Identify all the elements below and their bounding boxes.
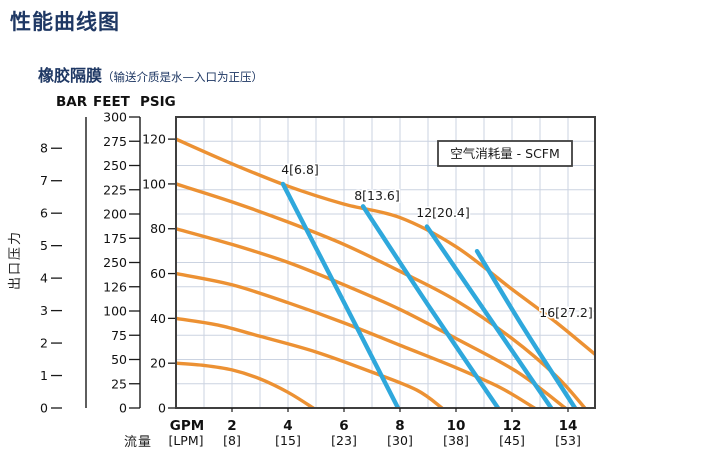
- svg-text:5: 5: [40, 238, 48, 253]
- air-line-4-scfm: [280, 181, 401, 408]
- chart-subtitle: 橡胶隔膜（输送介质是水—入口为正压）: [38, 62, 263, 86]
- svg-text:0: 0: [119, 401, 127, 416]
- svg-text:40: 40: [150, 311, 166, 326]
- svg-text:300: 300: [103, 110, 127, 125]
- legend: 空气消耗量 - SCFM: [437, 140, 573, 167]
- svg-text:80: 80: [150, 221, 166, 236]
- gpm-tick-8: 8: [395, 418, 404, 434]
- gpm-tick-12: 12: [503, 418, 522, 434]
- air-consumption-lines: [280, 181, 578, 408]
- air-line-label-4: 4[6.8]: [281, 162, 319, 177]
- gpm-header: GPM: [170, 418, 204, 434]
- svg-text:25: 25: [111, 376, 127, 391]
- svg-text:75: 75: [111, 328, 127, 343]
- gpm-tick-14: 14: [559, 418, 578, 434]
- svg-text:3: 3: [40, 303, 48, 318]
- gpm-tick-6: 6: [339, 418, 348, 434]
- air-line-8-scfm: [360, 204, 501, 408]
- air-line-label-16: 16[27.2]: [539, 305, 593, 320]
- feet-axis-header: FEET: [93, 94, 130, 110]
- bar-axis-ticks: 8 7 6 5 4 3 2 1 0: [40, 141, 62, 416]
- svg-text:7: 7: [40, 173, 48, 188]
- x-axis-ticks: GPM[LPM] 2[8] 4[15] 6[23] 8[30] 10[38] 12[45] 1…: [168, 408, 581, 448]
- x-axis-title: 流量: [124, 435, 153, 450]
- legend-box: [437, 140, 573, 167]
- lpm-tick-4: [15]: [275, 433, 301, 448]
- plot-border: [175, 116, 596, 409]
- lpm-tick-10: [38]: [443, 433, 469, 448]
- lpm-tick-2: [8]: [223, 433, 241, 448]
- svg-text:6: 6: [40, 206, 48, 221]
- air-line-12-scfm: [424, 224, 554, 408]
- curve-120-psig: [176, 137, 595, 356]
- svg-text:1: 1: [40, 368, 48, 383]
- curve-20-psig: [176, 361, 315, 408]
- svg-text:225: 225: [103, 182, 127, 197]
- diaphragm-type-label: 橡胶隔膜: [38, 66, 103, 85]
- svg-text:250: 250: [103, 255, 127, 270]
- svg-text:4: 4: [40, 271, 48, 286]
- legend-label: 空气消耗量 - SCFM: [450, 146, 560, 161]
- curve-40-psig: [176, 316, 444, 408]
- lpm-header: [LPM]: [168, 433, 203, 448]
- lpm-tick-6: [23]: [331, 433, 357, 448]
- air-line-label-8: 8[13.6]: [354, 188, 400, 203]
- svg-text:0: 0: [40, 401, 48, 416]
- lpm-tick-8: [30]: [387, 433, 413, 448]
- gpm-tick-10: 10: [447, 418, 466, 434]
- air-line-16-scfm: [474, 248, 578, 408]
- svg-text:0: 0: [158, 401, 166, 416]
- performance-curves: [176, 137, 595, 408]
- air-line-labels: 4[6.8] 8[13.6] 12[20.4] 16[27.2]: [280, 161, 595, 322]
- lpm-tick-14: [53]: [555, 433, 581, 448]
- gpm-tick-2: 2: [227, 418, 236, 434]
- svg-text:175: 175: [103, 231, 127, 246]
- svg-text:2: 2: [40, 336, 48, 351]
- lpm-tick-12: [45]: [499, 433, 525, 448]
- medium-note-label: （输送介质是水—入口为正压）: [102, 70, 264, 84]
- curve-60-psig: [176, 271, 537, 408]
- svg-text:275: 275: [103, 134, 127, 149]
- svg-text:200: 200: [103, 207, 127, 222]
- svg-text:60: 60: [150, 266, 166, 281]
- svg-text:20: 20: [150, 356, 166, 371]
- air-line-label-12: 12[20.4]: [416, 205, 470, 220]
- svg-text:100: 100: [103, 304, 127, 319]
- svg-text:120: 120: [142, 132, 166, 147]
- gpm-tick-4: 4: [283, 418, 292, 434]
- svg-text:250: 250: [103, 158, 127, 173]
- svg-text:8: 8: [40, 141, 48, 156]
- psig-axis-ticks: 120 100 80 60 40 20 0: [142, 132, 176, 416]
- psig-axis-header: PSIG: [140, 94, 176, 110]
- curve-80-psig: [176, 227, 567, 408]
- bar-axis-header: BAR: [56, 94, 88, 110]
- curve-100-psig: [176, 182, 587, 408]
- page-title: 性能曲线图: [10, 10, 120, 34]
- svg-text:100: 100: [142, 176, 166, 191]
- svg-text:50: 50: [111, 352, 127, 367]
- svg-text:126: 126: [103, 279, 127, 294]
